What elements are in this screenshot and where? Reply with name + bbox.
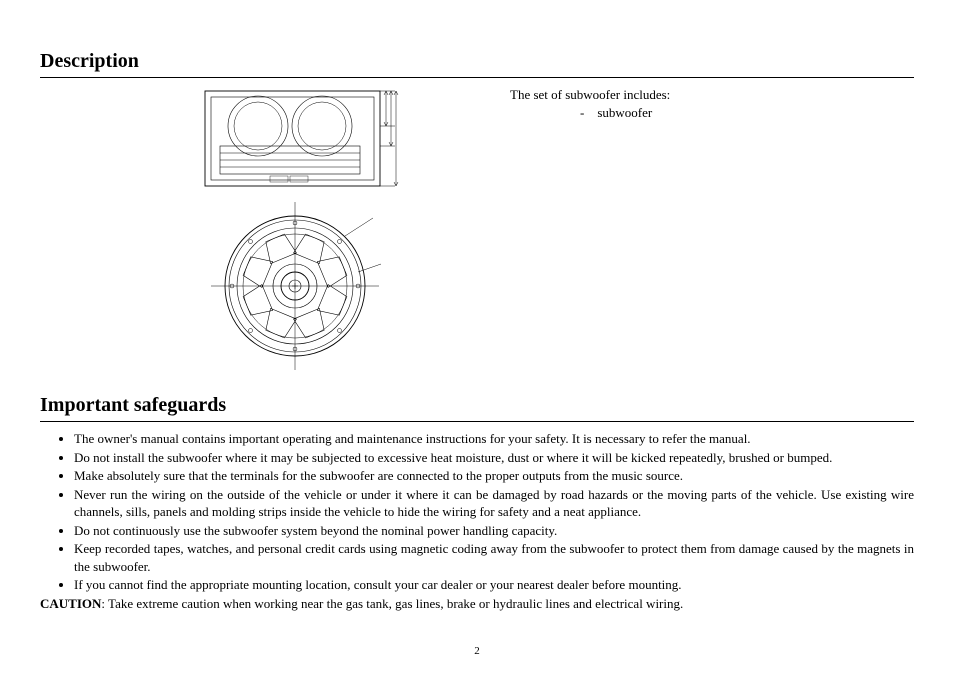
list-item: Keep recorded tapes, watches, and person… [74,540,914,575]
manual-page: Description [0,0,954,675]
includes-item: subwoofer [597,105,652,120]
section-title-safeguards: Important safeguards [40,394,914,417]
includes-intro: The set of subwoofer includes: [510,86,914,104]
safeguards-list: The owner's manual contains important op… [40,430,914,594]
description-text-column: The set of subwoofer includes: - subwoof… [450,86,914,121]
includes-item-line: - subwoofer [510,104,914,122]
diagram-column [40,86,450,376]
caution-text: : Take extreme caution when working near… [101,596,683,611]
section-rule [40,77,914,78]
description-body: The set of subwoofer includes: - subwoof… [40,86,914,376]
page-number: 2 [0,645,954,657]
section-title-description: Description [40,50,914,73]
list-item: If you cannot find the appropriate mount… [74,576,914,594]
list-item: Make absolutely sure that the terminals … [74,467,914,485]
list-item: Do not continuously use the subwoofer sy… [74,522,914,540]
list-item: Do not install the subwoofer where it ma… [74,449,914,467]
safeguards-section: Important safeguards The owner's manual … [40,394,914,612]
caution-line: CAUTION: Take extreme caution when worki… [40,595,914,613]
list-item: The owner's manual contains important op… [74,430,914,448]
subwoofer-enclosure-diagram [200,86,410,196]
section-rule [40,421,914,422]
subwoofer-front-diagram [200,196,390,376]
caution-label: CAUTION [40,596,101,611]
list-item: Never run the wiring on the outside of t… [74,486,914,521]
bullet-dash: - [580,105,584,120]
